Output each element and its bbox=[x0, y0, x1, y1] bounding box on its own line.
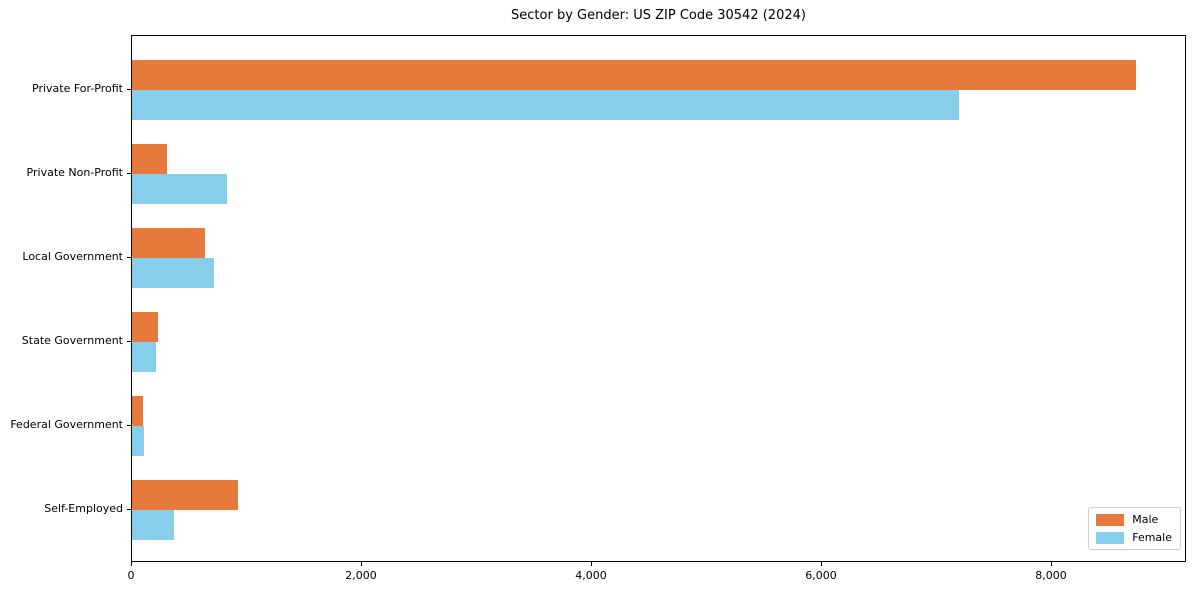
y-tick-federal-government bbox=[127, 425, 131, 426]
legend-item-female: Female bbox=[1096, 531, 1172, 544]
x-tick-4000 bbox=[591, 562, 592, 566]
bar-male-private-for-profit bbox=[132, 60, 1136, 90]
y-tick-self-employed bbox=[127, 509, 131, 510]
x-tick-label-4000: 4,000 bbox=[575, 569, 607, 582]
bar-male-federal-government bbox=[132, 396, 143, 426]
legend-label-male: Male bbox=[1132, 513, 1159, 526]
bar-female-self-employed bbox=[132, 510, 174, 540]
y-tick-private-for-profit bbox=[127, 89, 131, 90]
y-tick-label-private-non-profit: Private Non-Profit bbox=[26, 166, 123, 179]
x-tick-label-2000: 2,000 bbox=[345, 569, 377, 582]
y-tick-label-self-employed: Self-Employed bbox=[44, 502, 123, 515]
bar-female-local-government bbox=[132, 258, 214, 288]
bar-female-state-government bbox=[132, 342, 156, 372]
legend-swatch-male bbox=[1096, 513, 1125, 526]
plot-area bbox=[131, 35, 1186, 562]
bar-female-private-for-profit bbox=[132, 90, 959, 120]
x-tick-0 bbox=[131, 562, 132, 566]
bar-male-local-government bbox=[132, 228, 205, 258]
legend-item-male: Male bbox=[1096, 513, 1172, 526]
y-tick-label-federal-government: Federal Government bbox=[10, 418, 123, 431]
y-tick-label-state-government: State Government bbox=[21, 334, 123, 347]
x-tick-label-8000: 8,000 bbox=[1035, 569, 1067, 582]
y-tick-state-government bbox=[127, 341, 131, 342]
bar-male-private-non-profit bbox=[132, 144, 167, 174]
bar-female-federal-government bbox=[132, 426, 144, 456]
y-tick-local-government bbox=[127, 257, 131, 258]
y-tick-label-local-government: Local Government bbox=[22, 250, 123, 263]
legend: Male Female bbox=[1088, 507, 1181, 550]
x-tick-8000 bbox=[1051, 562, 1052, 566]
y-tick-private-non-profit bbox=[127, 173, 131, 174]
bar-male-self-employed bbox=[132, 480, 238, 510]
x-tick-label-0: 0 bbox=[127, 569, 135, 582]
chart-title: Sector by Gender: US ZIP Code 30542 (202… bbox=[511, 8, 806, 23]
legend-swatch-female bbox=[1096, 531, 1125, 544]
x-tick-6000 bbox=[821, 562, 822, 566]
bar-female-private-non-profit bbox=[132, 174, 227, 204]
y-tick-label-private-for-profit: Private For-Profit bbox=[32, 82, 123, 95]
x-tick-label-6000: 6,000 bbox=[805, 569, 837, 582]
legend-label-female: Female bbox=[1132, 531, 1172, 544]
x-tick-2000 bbox=[361, 562, 362, 566]
bar-male-state-government bbox=[132, 312, 158, 342]
